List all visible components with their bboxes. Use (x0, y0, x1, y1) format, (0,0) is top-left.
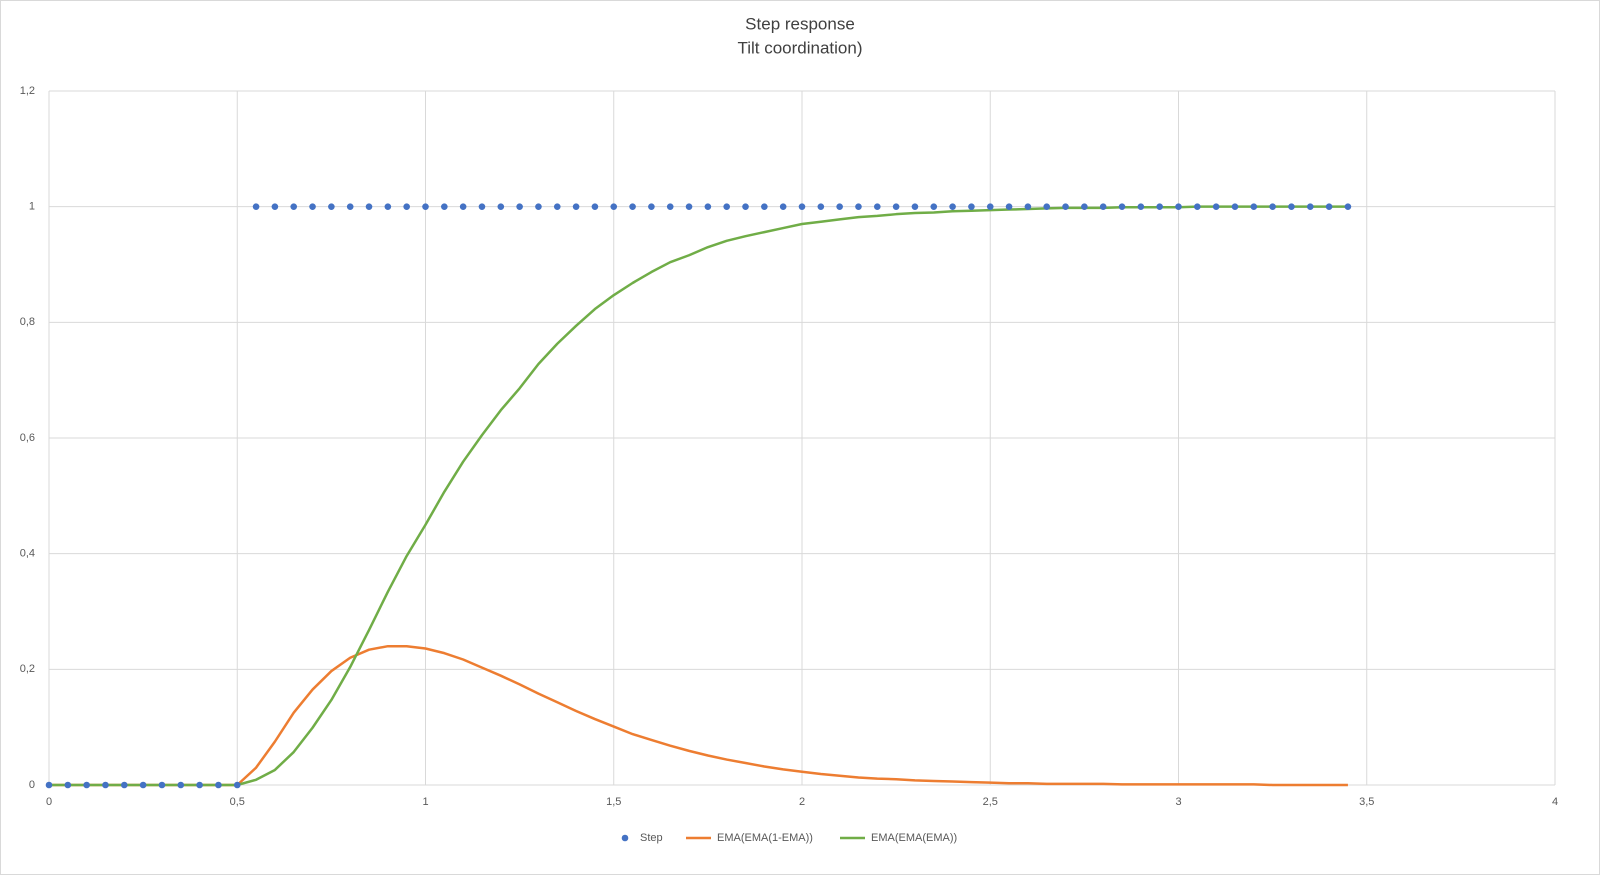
data-point (817, 203, 825, 210)
data-point (836, 203, 843, 210)
series-line (49, 644, 1348, 787)
y-tick-label: 0,4 (20, 548, 35, 560)
x-tick-label: 1,5 (606, 796, 621, 808)
data-point (968, 203, 975, 210)
chart-subtitle: Tilt coordination) (737, 38, 862, 57)
data-point (1043, 203, 1051, 210)
data-point (610, 203, 618, 210)
data-point (1175, 203, 1182, 210)
y-tick-label: 0,8 (20, 316, 35, 328)
data-point (102, 781, 109, 789)
data-point (798, 203, 806, 210)
data-point (139, 781, 147, 789)
data-point (1137, 203, 1145, 210)
y-tick-label: 0,2 (20, 663, 35, 675)
data-point (911, 203, 919, 210)
data-point (196, 781, 203, 789)
legend-label: Step (640, 832, 663, 844)
data-point (535, 203, 542, 210)
data-point (1081, 203, 1088, 210)
data-point (1024, 203, 1032, 210)
data-point (1156, 203, 1163, 210)
y-tick-label: 1 (29, 201, 35, 213)
data-point (1269, 203, 1276, 210)
data-point (309, 203, 316, 210)
data-point (779, 203, 787, 210)
data-point (1194, 203, 1201, 210)
data-point (516, 203, 523, 210)
legend-marker (621, 834, 629, 842)
series-line (49, 205, 1348, 787)
y-tick-label: 1,2 (20, 85, 35, 97)
data-point (591, 203, 599, 210)
data-point (704, 203, 712, 210)
data-point (986, 203, 994, 210)
data-point (1099, 203, 1107, 210)
data-point (365, 203, 373, 210)
data-point (553, 203, 561, 210)
data-point (723, 203, 730, 210)
data-point (422, 203, 429, 210)
data-point (215, 781, 222, 789)
x-tick-label: 3,5 (1359, 796, 1374, 808)
data-point (177, 781, 185, 789)
y-tick-label: 0,6 (20, 432, 35, 444)
data-point (158, 781, 166, 789)
data-point (1231, 203, 1239, 210)
chart-title: Step response (745, 14, 855, 33)
data-point (1062, 203, 1069, 210)
data-point (1250, 203, 1258, 210)
data-point (855, 203, 862, 210)
data-point (949, 203, 956, 210)
data-point (572, 203, 580, 210)
data-point (1288, 203, 1295, 210)
x-tick-label: 4 (1552, 796, 1558, 808)
data-point (121, 781, 128, 789)
data-point (1118, 203, 1126, 210)
data-point (1344, 203, 1352, 210)
legend-label: EMA(EMA(EMA)) (871, 832, 957, 844)
data-point (45, 781, 53, 789)
data-point (384, 203, 392, 210)
data-point (742, 203, 749, 210)
data-point (666, 203, 674, 210)
data-point (252, 203, 260, 210)
x-tick-label: 0 (46, 796, 52, 808)
x-tick-label: 1 (422, 796, 428, 808)
x-tick-label: 0,5 (230, 796, 245, 808)
data-point (403, 203, 410, 210)
data-point (930, 203, 938, 210)
data-point (874, 203, 881, 210)
data-point (478, 203, 486, 210)
data-point (1325, 203, 1333, 210)
x-tick-label: 2 (799, 796, 805, 808)
data-point (459, 203, 467, 210)
data-point (761, 203, 768, 210)
data-point (328, 203, 335, 210)
data-point (892, 203, 900, 210)
x-tick-label: 3 (1175, 796, 1181, 808)
data-point (346, 203, 354, 210)
data-point (64, 781, 72, 789)
data-point (290, 203, 298, 210)
data-point (271, 203, 279, 210)
data-point (441, 203, 448, 210)
data-point (1005, 203, 1013, 210)
data-point (497, 203, 505, 210)
y-tick-label: 0 (29, 779, 35, 791)
data-point (685, 203, 693, 210)
data-point (83, 781, 90, 789)
data-point (1306, 203, 1314, 210)
x-tick-label: 2,5 (983, 796, 998, 808)
legend-label: EMA(EMA(1-EMA)) (717, 832, 813, 844)
data-point (629, 203, 636, 210)
data-point (233, 781, 241, 789)
data-point (1212, 203, 1220, 210)
data-point (648, 203, 655, 210)
